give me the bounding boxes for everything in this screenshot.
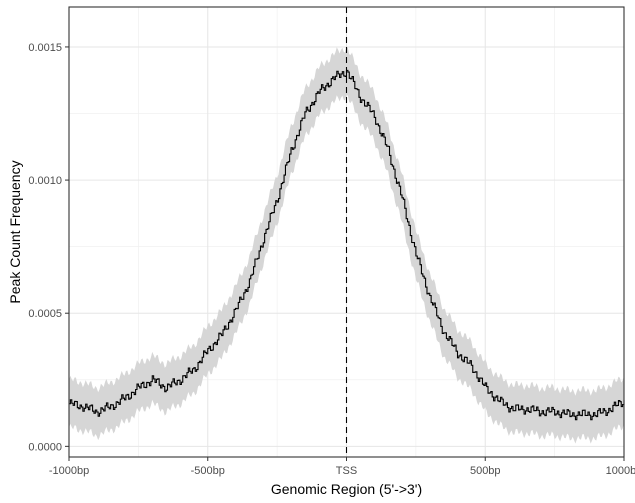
x-axis-title: Genomic Region (5'->3') [271,481,422,497]
y-tick-label: 0.0005 [28,308,62,320]
confidence-band-layer [69,46,624,444]
y-axis-title: Peak Count Frequency [7,160,23,303]
y-tick-label: 0.0000 [28,441,62,453]
x-tick-label: 1000bp [606,465,635,477]
x-axis-ticks: -1000bp -500bp TSS 500bp 1000bp [49,457,635,477]
y-tick-label: 0.0010 [28,175,62,187]
x-tick-label: TSS [336,465,357,477]
x-tick-label: -1000bp [49,465,89,477]
y-axis-ticks: 0.0000 0.0005 0.0010 0.0015 [28,42,69,453]
confidence-band [69,46,624,444]
x-tick-label: -500bp [191,465,225,477]
x-tick-label: 500bp [470,465,501,477]
y-tick-label: 0.0015 [28,42,62,54]
